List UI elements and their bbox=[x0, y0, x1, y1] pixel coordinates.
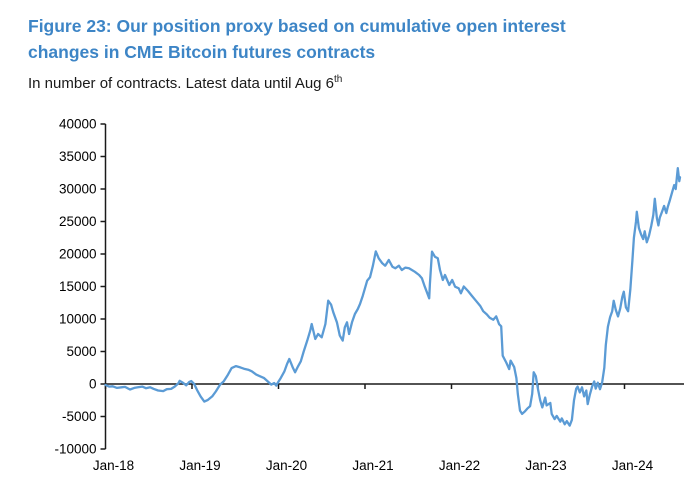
figure-title: Figure 23: Our position proxy based on c… bbox=[28, 13, 678, 65]
figure-title-line-2: changes in CME Bitcoin futures contracts bbox=[28, 42, 376, 62]
x-tick-label: Jan-24 bbox=[612, 458, 654, 473]
data-line-series bbox=[104, 167, 682, 427]
x-tick-label: Jan-19 bbox=[179, 458, 220, 473]
y-tick-label: 0 bbox=[89, 377, 97, 392]
x-tick-label: Jan-22 bbox=[439, 458, 480, 473]
y-tick-label: 40000 bbox=[59, 117, 97, 132]
chart-subtitle: In number of contracts. Latest data unti… bbox=[28, 74, 678, 94]
y-tick-label: 10000 bbox=[59, 312, 97, 327]
x-tick-label: Jan-21 bbox=[352, 458, 393, 473]
y-tick-label: 25000 bbox=[59, 214, 97, 229]
x-tick-label: Jan-20 bbox=[266, 458, 307, 473]
y-tick-label: 35000 bbox=[59, 149, 97, 164]
y-tick-label: -5000 bbox=[62, 409, 97, 424]
x-tick-label: Jan-23 bbox=[525, 458, 566, 473]
x-tick-label: Jan-18 bbox=[93, 458, 134, 473]
figure-title-line-1: Figure 23: Our position proxy based on c… bbox=[28, 16, 566, 36]
y-tick-label: 20000 bbox=[59, 247, 97, 262]
chart-subtitle-text: In number of contracts. Latest data unti… bbox=[28, 75, 335, 92]
y-tick-label: 30000 bbox=[59, 182, 97, 197]
y-tick-label: -10000 bbox=[54, 442, 96, 457]
y-tick-label: 15000 bbox=[59, 279, 97, 294]
y-tick-label: 5000 bbox=[66, 344, 96, 359]
chart-subtitle-superscript: th bbox=[334, 74, 343, 85]
